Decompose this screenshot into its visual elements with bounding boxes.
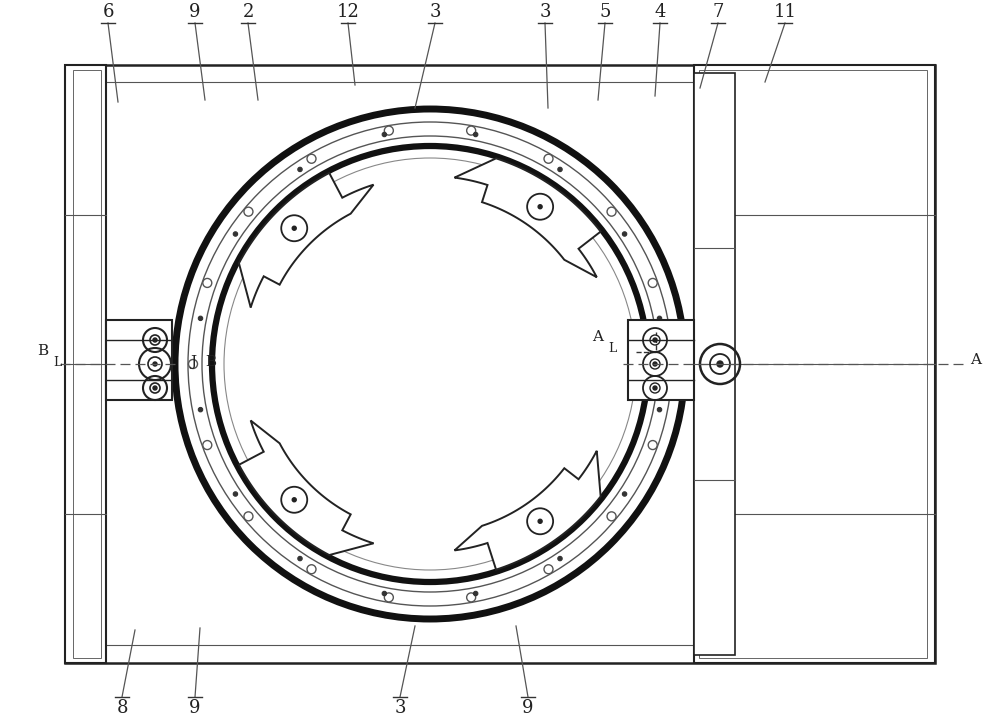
Circle shape [662, 360, 672, 368]
Circle shape [657, 316, 662, 320]
Circle shape [622, 492, 627, 496]
Circle shape [307, 565, 316, 574]
Text: 2: 2 [242, 3, 254, 21]
Circle shape [717, 361, 723, 367]
Text: 6: 6 [102, 3, 114, 21]
Circle shape [307, 154, 316, 163]
Text: A: A [970, 353, 981, 367]
Text: 5: 5 [599, 3, 611, 21]
Polygon shape [239, 421, 373, 555]
Text: 9: 9 [522, 699, 534, 717]
Polygon shape [455, 451, 601, 569]
Bar [106, 320, 172, 400]
Circle shape [558, 556, 562, 561]
Circle shape [622, 232, 627, 236]
Bar [699, 70, 927, 658]
Circle shape [384, 126, 393, 135]
Circle shape [467, 126, 476, 135]
Bar [73, 70, 101, 658]
Circle shape [244, 207, 253, 216]
Bar [65, 65, 106, 663]
Text: B: B [37, 344, 49, 358]
Circle shape [298, 556, 302, 561]
Circle shape [653, 338, 657, 342]
Circle shape [544, 154, 553, 163]
Text: L: L [608, 341, 616, 355]
Circle shape [538, 205, 542, 209]
Circle shape [298, 167, 302, 172]
Circle shape [467, 593, 476, 602]
Text: 12: 12 [337, 3, 359, 21]
Circle shape [281, 215, 307, 241]
Bar [628, 320, 694, 400]
Circle shape [544, 565, 553, 574]
Text: A: A [592, 330, 604, 344]
Circle shape [244, 512, 253, 521]
Circle shape [607, 512, 616, 521]
Circle shape [198, 316, 203, 320]
Text: 9: 9 [189, 699, 201, 717]
Bar [65, 65, 935, 663]
Circle shape [648, 278, 657, 288]
Circle shape [558, 167, 562, 172]
Polygon shape [455, 159, 601, 277]
Circle shape [538, 519, 542, 523]
Circle shape [188, 360, 198, 368]
Text: 11: 11 [774, 3, 796, 21]
Circle shape [527, 194, 553, 220]
Text: J  B: J B [190, 355, 217, 369]
Circle shape [203, 278, 212, 288]
Text: 3: 3 [394, 699, 406, 717]
Text: 3: 3 [539, 3, 551, 21]
Circle shape [233, 492, 238, 496]
Circle shape [382, 591, 387, 596]
Circle shape [203, 440, 212, 450]
Circle shape [153, 386, 157, 390]
Circle shape [292, 498, 296, 502]
Text: 7: 7 [712, 3, 724, 21]
Circle shape [648, 440, 657, 450]
Circle shape [281, 487, 307, 513]
Circle shape [233, 232, 238, 236]
Circle shape [657, 408, 662, 412]
Circle shape [527, 508, 553, 534]
Circle shape [653, 362, 657, 366]
Circle shape [473, 132, 478, 137]
Text: 9: 9 [189, 3, 201, 21]
Text: 4: 4 [654, 3, 666, 21]
Circle shape [292, 226, 296, 230]
Circle shape [153, 362, 157, 366]
Polygon shape [239, 173, 373, 307]
Text: 8: 8 [116, 699, 128, 717]
Circle shape [153, 338, 157, 342]
Circle shape [382, 132, 387, 137]
Bar [694, 65, 935, 663]
Circle shape [384, 593, 393, 602]
Circle shape [473, 591, 478, 596]
Text: L: L [53, 355, 61, 368]
Bar [694, 73, 735, 655]
Circle shape [607, 207, 616, 216]
Bar [88, 82, 912, 645]
Circle shape [653, 386, 657, 390]
Text: 3: 3 [429, 3, 441, 21]
Circle shape [198, 408, 203, 412]
